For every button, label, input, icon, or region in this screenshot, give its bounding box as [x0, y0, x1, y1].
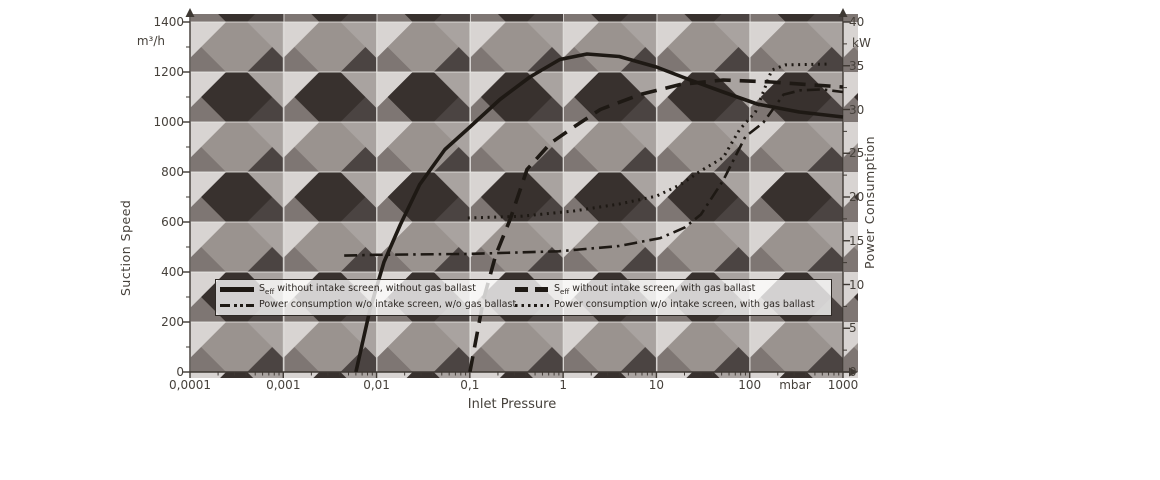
y-right-tick-label: 10: [849, 277, 865, 292]
x-tick-label: 1000: [827, 378, 859, 392]
plot-quilt-background: [190, 14, 858, 378]
legend-marker-dotted-line: [515, 300, 549, 311]
legend-item-power-no-ballast: Power consumption w/o intake screen, w/o…: [220, 299, 517, 312]
y-right-tick-label: 0: [849, 365, 857, 379]
y-left-axis-title: Suction Speed: [118, 199, 133, 297]
legend-label: Seff without intake screen, with gas bal…: [554, 282, 756, 296]
legend-marker-solid-line: [220, 284, 254, 295]
x-tick-label: 0,01: [363, 378, 390, 392]
y-left-tick-label: 200: [161, 315, 184, 329]
x-axis-unit: mbar: [779, 378, 811, 392]
x-tick-label: 1: [559, 378, 567, 392]
legend-label: Power consumption w/o intake screen, w/o…: [259, 299, 517, 311]
y-right-tick-label: 15: [849, 233, 865, 248]
x-tick-label: 0,001: [266, 378, 301, 392]
y-right-tick-label: 40: [849, 15, 865, 29]
x-tick-label: 100: [738, 378, 762, 392]
y-left-tick-label: 400: [161, 265, 184, 279]
y-left-tick-label: 1400: [153, 15, 184, 29]
x-axis-arrow-icon: [849, 367, 858, 377]
y-left-axis-arrow-icon: [185, 8, 195, 17]
legend-item-seff-no-ballast: Seff without intake screen, without gas …: [220, 283, 515, 296]
y-right-tick-label: 35: [849, 58, 865, 73]
y-left-tick-label: 1000: [153, 115, 184, 129]
y-left-tick-label: 1200: [153, 65, 184, 79]
legend-marker-dashdot-line: [220, 300, 254, 311]
x-tick-label: 0,0001: [169, 378, 211, 392]
x-tick-label: 0,1: [460, 378, 480, 392]
curve-dashed: [468, 78, 844, 372]
y-right-tick-label: 30: [849, 102, 865, 117]
y-left-tick-label: 800: [161, 165, 184, 179]
x-axis-title: Inlet Pressure: [467, 397, 557, 412]
y-right-unit: kW: [852, 36, 871, 50]
curve-dotted: [467, 62, 830, 220]
y-left-tick-label: 0: [176, 365, 184, 379]
legend-item-power-with-ballast: Power consumption w/o intake screen, wit…: [515, 299, 827, 312]
legend-label: Power consumption w/o intake screen, wit…: [554, 299, 815, 311]
curve-solid: [354, 52, 844, 372]
curve-dashdot: [344, 88, 844, 257]
y-left-unit: m³/h: [136, 34, 165, 48]
y-right-tick-label: 25: [849, 146, 865, 161]
y-right-tick-label: 5: [849, 321, 857, 336]
legend-label: Seff without intake screen, without gas …: [259, 282, 476, 296]
legend-item-seff-with-ballast: Seff without intake screen, with gas bal…: [515, 283, 827, 296]
y-right-axis-arrow-icon: [838, 8, 848, 17]
x-tick-label: 10: [648, 378, 665, 392]
legend-box: Seff without intake screen, without gas …: [215, 279, 832, 316]
y-right-tick-label: 20: [849, 190, 865, 204]
legend-marker-dashed-line: [515, 284, 549, 295]
y-left-tick-label: 600: [161, 215, 184, 229]
